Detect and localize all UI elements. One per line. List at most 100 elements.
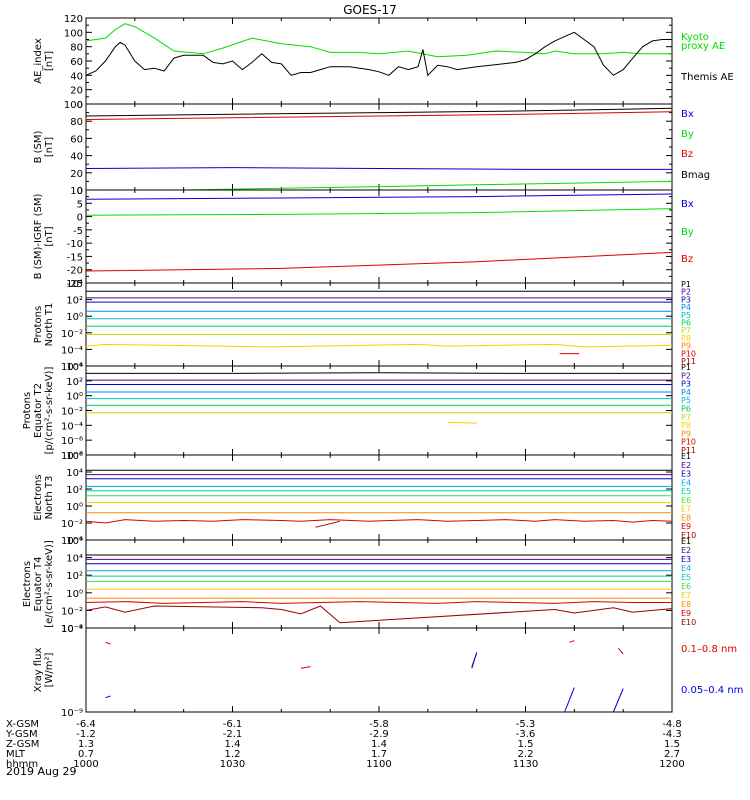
legend-entry: 0.05–0.4 nm (681, 685, 743, 696)
ytick-label: 10² (66, 485, 83, 496)
axis-row-value: -4.8 (662, 719, 682, 730)
yaxis-label: Protons (22, 392, 33, 429)
ytick-label: -15 (67, 252, 83, 263)
axis-row-value: -3.6 (516, 729, 536, 740)
ytick-label: 10⁻⁸ (61, 451, 83, 462)
series-line-0-05-0-4-nm (471, 652, 478, 669)
legend-entry: E8 (681, 513, 691, 522)
series-line-kyoto-proxy-ae (85, 23, 672, 58)
axis-row-value: 1.5 (518, 739, 534, 750)
legend-entry: P9 (681, 342, 691, 351)
series-line-0-05-0-4-nm (612, 688, 624, 713)
ytick-label: 0 (77, 186, 83, 197)
panel-p-equator: 10⁻⁸ 10⁻⁶ 10⁻⁴ 10⁻² 10⁰ 10² 10⁴ Protons Equator … (22, 362, 696, 462)
legend-entry: P7 (681, 413, 691, 422)
ytick-label: 10² (66, 377, 83, 388)
legend-entry: P5 (681, 396, 691, 405)
ytick-label: 10⁻² (61, 407, 83, 418)
ytick-label: -25 (67, 279, 83, 290)
panel-e-equator: 10⁻⁴ 10⁻² 10⁰ 10² 10⁴ 10⁶ Electrons Equator T4[… (22, 536, 696, 635)
legend-entry: P10 (681, 438, 696, 447)
legend-entry: P2 (681, 371, 691, 380)
legend-entry: E1 (681, 452, 691, 461)
axis-row-value: 1.4 (371, 739, 387, 750)
legend-entry: Bx (681, 109, 694, 120)
series-line-0-05-0-4-nm (564, 687, 575, 713)
ytick-label: 10⁰ (66, 392, 83, 403)
series-line-themis-ae (85, 31, 672, 77)
yaxis-label: North T1 (44, 303, 55, 347)
legend-entry: E7 (681, 505, 691, 514)
axis-row-label: X-GSM (6, 719, 39, 730)
yaxis-label: Electrons (33, 474, 44, 520)
chart-title: GOES-17 (343, 3, 397, 17)
ytick-label: 10⁰ (66, 502, 83, 513)
axis-row-value: -2.1 (223, 729, 243, 740)
legend-entry: P2 (681, 288, 691, 297)
legend-entry: E4 (681, 478, 691, 487)
yaxis-label: [W/m²] (44, 652, 55, 687)
legend-entry: P5 (681, 311, 691, 320)
bottom-axis: X-GSM -6.4 -6.1 -5.8 -5.3 -4.8 Y-GSM -1.2 -2.1 -2… (5, 719, 685, 770)
series-line-by (85, 208, 673, 216)
legend-entry: E5 (681, 487, 691, 496)
legend-entry: 0.1–0.8 nm (681, 644, 737, 655)
yaxis-label: Protons (33, 306, 44, 343)
legend-entry: E6 (681, 496, 691, 505)
series-line-0-1-0-8-nm (105, 641, 111, 645)
ytick-label: 10⁴ (66, 468, 83, 479)
yaxis-label: [p/(cm²-s-sr-keV)] (44, 367, 55, 455)
axis-row-value: 1100 (366, 759, 391, 770)
ytick-label: 20 (70, 169, 83, 180)
series-line-0-1-0-8-nm (300, 666, 311, 669)
yaxis-label: B (SM)-IGRF (SM) (33, 194, 44, 280)
axis-row-value: 1130 (513, 759, 538, 770)
panel-b-igrf: -25 -20 -15 -10 -5 0 5 10 B (SM)-IGRF (SM) [nT] Bx… (33, 186, 694, 290)
date-label: 2019 Aug 29 (6, 765, 76, 778)
ytick-label: 10⁻⁴ (61, 624, 83, 635)
legend-entry: E1 (681, 537, 691, 546)
legend-entry: By (681, 227, 694, 238)
axis-row-value: -5.8 (369, 719, 389, 730)
legend-entry: P11 (681, 357, 696, 366)
yaxis-label: Electrons (22, 561, 33, 607)
series-line-bz (85, 251, 673, 272)
legend-entry: Bz (681, 254, 693, 265)
yaxis-label: [e/(cm²-s-sr-keV)] (44, 540, 55, 628)
legend-entry: P4 (681, 303, 691, 312)
axis-row-label: Y-GSM (5, 729, 38, 740)
legend-entry: E5 (681, 573, 691, 582)
ytick-label: 60 (70, 134, 83, 145)
ytick-label: 10⁶ (66, 536, 83, 547)
panel-frame (85, 539, 673, 629)
legend-entry: E4 (681, 564, 691, 573)
legend-entry: P1 (681, 363, 691, 372)
ytick-label: 100 (64, 100, 83, 111)
legend-entry: proxy AE (681, 41, 725, 52)
axis-row-value: 2.7 (664, 749, 680, 760)
ytick-label: 10⁰ (66, 589, 83, 600)
series-line-0-05-0-4-nm (105, 695, 111, 699)
ytick-label: 10 (70, 186, 83, 197)
legend-entry: Bx (681, 199, 694, 210)
ytick-label: 10⁻⁶ (61, 362, 83, 373)
legend-entry: E8 (681, 600, 691, 609)
series-line-e10 (85, 605, 673, 624)
legend-entry: E2 (681, 546, 691, 555)
legend-entry: P10 (681, 349, 696, 358)
yaxis-label: Equator T2 (33, 383, 44, 438)
panel-frame (85, 17, 673, 105)
ytick-label: 40 (70, 71, 83, 82)
axis-row-value: 1.7 (371, 749, 387, 760)
legend-entry: P9 (681, 429, 691, 438)
ytick-label: -5 (73, 226, 83, 237)
panel-frame (85, 627, 673, 713)
series-line-e10 (315, 520, 341, 528)
legend-entry: P7 (681, 326, 691, 335)
axis-row-value: -5.3 (516, 719, 536, 730)
ytick-label: 0 (77, 100, 83, 111)
ytick-label: 10⁻⁴ (61, 536, 83, 547)
legend-entry: P8 (681, 334, 691, 343)
